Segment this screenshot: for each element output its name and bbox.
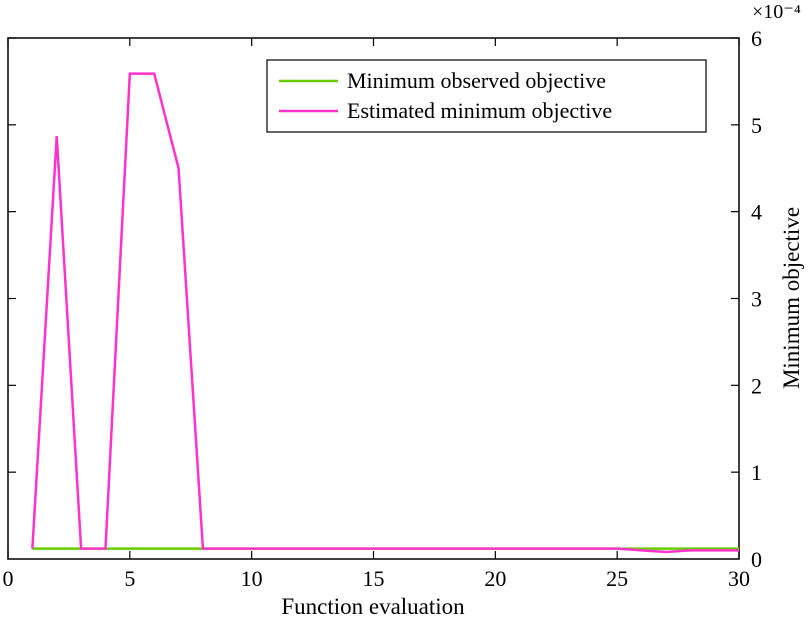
x-tick-label: 0 <box>3 566 14 591</box>
y-axis-label: Minimum objective <box>779 207 804 389</box>
x-axis-label: Function evaluation <box>281 594 465 619</box>
series-lines <box>31 72 739 554</box>
legend-label-estimated-minimum: Estimated minimum objective <box>347 98 612 123</box>
x-tick-label: 20 <box>484 566 506 591</box>
y-tick-label: 4 <box>751 200 762 225</box>
y-exponent-label: ×10⁻⁴ <box>752 1 801 23</box>
y-ticks: 0 1 2 3 4 5 6 <box>8 26 762 572</box>
y-tick-label: 1 <box>751 460 762 485</box>
x-tick-label: 10 <box>241 566 263 591</box>
x-tick-label: 5 <box>124 566 135 591</box>
legend-label-minimum-observed: Minimum observed objective <box>347 68 606 93</box>
y-tick-label: 5 <box>751 113 762 138</box>
x-tick-label: 15 <box>363 566 385 591</box>
series-line-estimated-minimum <box>31 72 739 554</box>
y-tick-label: 2 <box>751 373 762 398</box>
x-tick-label: 30 <box>728 566 750 591</box>
legend-box <box>266 59 707 133</box>
y-tick-label: 0 <box>751 547 762 572</box>
x-tick-label: 25 <box>606 566 628 591</box>
legend: Minimum observed objective Estimated min… <box>266 59 707 133</box>
y-tick-label: 6 <box>751 26 762 51</box>
y-tick-label: 3 <box>751 287 762 312</box>
x-ticks: 0 5 10 15 20 25 30 <box>3 38 750 591</box>
